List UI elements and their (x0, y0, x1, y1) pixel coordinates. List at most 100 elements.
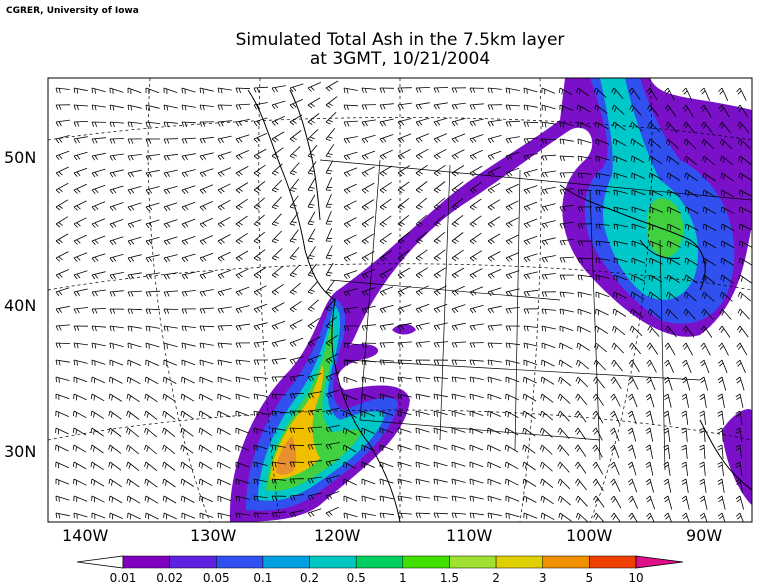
wind-barb (433, 117, 448, 127)
wind-barb (577, 257, 593, 264)
wind-barb (90, 478, 105, 487)
wind-barb (451, 198, 464, 210)
wind-barb (717, 512, 726, 522)
wind-barb (307, 161, 317, 175)
wind-barb (505, 136, 520, 144)
wind-barb (685, 206, 699, 214)
wind-barb (289, 374, 304, 382)
colorbar-swatch (589, 555, 637, 569)
wind-barb (720, 155, 734, 166)
wind-barb (504, 444, 519, 453)
wind-barb (289, 410, 305, 416)
wind-barb (343, 306, 358, 314)
wind-barb (109, 185, 124, 195)
wind-barb (217, 359, 232, 366)
wind-barb (575, 478, 587, 491)
wind-barb (595, 223, 610, 230)
wind-barb (645, 461, 654, 476)
wind-barb (235, 103, 251, 110)
wind-barb (199, 201, 213, 211)
wind-barb (647, 308, 661, 319)
wind-barb (181, 153, 196, 161)
wind-barb (522, 393, 537, 402)
wind-barb (631, 206, 646, 213)
wind-barb (361, 166, 375, 177)
wind-barb (487, 87, 502, 94)
wind-barb (611, 87, 624, 99)
wind-barb (610, 410, 620, 425)
wind-barb (108, 393, 123, 402)
wind-barb (55, 359, 70, 366)
wind-barb (451, 359, 467, 365)
wind-barb (700, 359, 710, 374)
wind-barb (325, 160, 334, 175)
wind-barb (144, 478, 158, 488)
wind-barb (631, 274, 645, 282)
wind-barb (199, 478, 213, 487)
wind-barb (108, 427, 122, 437)
lon-label-90w: 90W (686, 526, 723, 545)
wind-barb (361, 87, 376, 94)
wind-barb (577, 138, 592, 145)
wind-barb (575, 495, 588, 507)
wind-barb (719, 121, 731, 134)
wind-barb (541, 325, 556, 332)
wind-barb (523, 235, 538, 246)
wind-barb (682, 87, 693, 101)
wind-barb (505, 270, 520, 280)
wind-barb (235, 166, 249, 177)
wind-barb (487, 324, 503, 331)
wind-barb (540, 376, 555, 385)
wind-barb (181, 253, 196, 263)
wind-barb (451, 181, 464, 194)
wind-barb (91, 184, 106, 195)
colorbar-level-label: 0.05 (202, 571, 230, 585)
wind-barb (145, 87, 160, 95)
wind-barb (253, 133, 267, 143)
wind-barb (73, 183, 87, 194)
wind-barb (487, 376, 502, 383)
wind-barb (735, 427, 743, 442)
wind-barb (574, 444, 587, 457)
wind-barb (253, 180, 266, 193)
wind-barb (451, 87, 467, 93)
wind-barb (307, 508, 322, 518)
wind-barb (144, 410, 158, 420)
wind-barb (325, 80, 339, 92)
wind-barb (397, 376, 412, 383)
wind-barb (451, 444, 466, 452)
wind-barb (145, 272, 160, 280)
wind-barb (144, 393, 158, 403)
wind-barb (415, 478, 430, 485)
wind-barb (627, 427, 637, 442)
wind-barb (541, 308, 556, 315)
wind-barb (629, 325, 643, 337)
wind-barb (592, 461, 604, 475)
wind-barb (361, 268, 375, 279)
wind-barb (217, 167, 232, 177)
wind-barb (217, 216, 231, 228)
wind-barb (685, 223, 699, 231)
wind-barb (199, 307, 215, 314)
wind-barb (55, 182, 69, 194)
wind-barb (379, 427, 394, 435)
wind-barb (199, 152, 214, 161)
wind-barb (415, 181, 428, 193)
wind-barb (217, 87, 232, 94)
wind-barb (55, 104, 71, 110)
wind-barb (271, 265, 284, 278)
wind-barb (307, 129, 319, 142)
lat-label-30n: 30N (4, 442, 37, 461)
wind-barb (415, 303, 430, 314)
wind-barb (307, 177, 316, 192)
wind-barb (664, 342, 676, 356)
wind-barb (663, 495, 673, 510)
wind-barb (682, 104, 694, 118)
wind-barb (235, 134, 250, 144)
wind-barb (108, 461, 122, 471)
wind-barb (55, 376, 70, 383)
wind-barb (55, 216, 69, 228)
wind-barb (717, 393, 725, 408)
wind-barb (109, 290, 124, 297)
wind-barb (271, 302, 285, 313)
